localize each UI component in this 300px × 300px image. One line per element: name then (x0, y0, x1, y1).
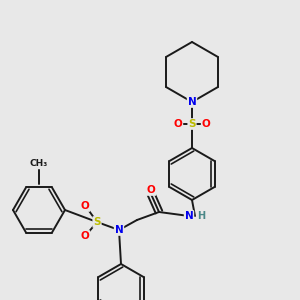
Text: O: O (202, 119, 210, 129)
Text: O: O (81, 201, 89, 211)
Text: N: N (115, 225, 123, 235)
Text: S: S (93, 217, 101, 227)
Text: N: N (188, 97, 196, 107)
Text: CH₃: CH₃ (30, 160, 48, 169)
Text: O: O (174, 119, 182, 129)
Text: O: O (147, 185, 155, 195)
Text: O: O (81, 231, 89, 241)
Text: H: H (197, 211, 205, 221)
Text: S: S (188, 119, 196, 129)
Text: N: N (184, 211, 194, 221)
